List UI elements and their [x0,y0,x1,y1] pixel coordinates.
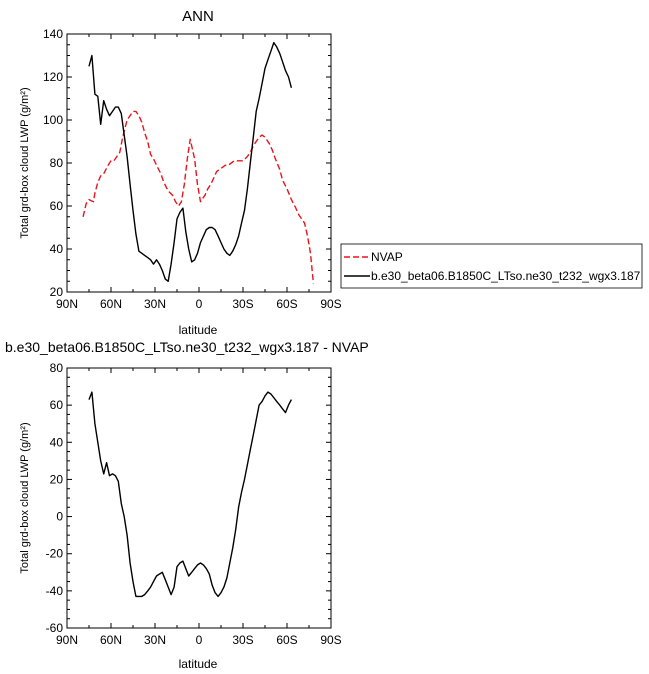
legend-box [340,243,643,289]
x-tick-label-90n: 90N [56,297,78,311]
y-tick-label-60: 60 [50,199,64,213]
bottom-chart-title: b.e30_beta06.B1850C_LTso.ne30_t232_wgx3.… [5,339,369,355]
y-tick-label-0: 0 [56,510,63,524]
y-tick-label-100: 100 [43,113,63,127]
bottom-chart-ticks: 90N 60N 30N 0 30S 60S 90S -60 -40 -20 0 20 40 60 80 [46,361,342,647]
x-tick-label-90s: 90S [320,297,341,311]
x-tick-label-90s: 90S [320,633,341,647]
x-tick-label-60s: 60S [276,633,297,647]
y-tick-label-80: 80 [50,361,64,375]
x-tick-label-60n: 60N [100,297,122,311]
top-chart-series-line-nvap [82,110,315,284]
bottom-chart-series [88,391,293,598]
bottom-chart-series-line-difference [88,391,293,598]
x-tick-label-30s: 30S [232,633,253,647]
top-chart-y-axis-label: Total grd-box cloud LWP (g/m²) [19,87,31,238]
x-tick-label-30n: 30N [144,633,166,647]
y-tick-label-20: 20 [50,285,64,299]
x-tick-label-30s: 30S [232,297,253,311]
x-tick-label-0: 0 [196,297,203,311]
y-tick-label-60: -60 [46,621,64,635]
y-tick-label-20: -20 [46,547,64,561]
top-chart-series [82,41,315,284]
top-chart-plot-frame [66,33,332,293]
x-tick-label-60n: 60N [100,633,122,647]
top-chart-x-axis-label: latitude [179,323,218,337]
x-tick-label-0: 0 [196,633,203,647]
legend-label-model: b.e30_beta06.B1850C_LTso.ne30_t232_wgx3.… [371,269,641,283]
x-tick-label-60s: 60S [276,297,297,311]
y-tick-label-60: 60 [50,398,64,412]
y-tick-label-40: 40 [50,435,64,449]
bottom-chart-y-axis-label: Total grd-box cloud LWP (g/m²) [19,422,31,573]
y-tick-label-140: 140 [43,27,63,41]
bottom-chart-x-axis-label: latitude [179,657,218,671]
y-tick-label-120: 120 [43,70,63,84]
y-tick-label-40: 40 [50,242,64,256]
top-chart-ticks: 90N 60N 30N 0 30S 60S 90S 20 40 60 80 100 120 140 [43,27,342,311]
top-chart: ANN Total grd-box cloud LWP (g/m²) latit… [19,8,643,337]
legend-label-nvap: NVAP [371,250,403,264]
x-tick-label-90n: 90N [56,633,78,647]
top-chart-title: ANN [182,8,214,25]
y-tick-label-40: -40 [46,584,64,598]
legend: NVAP b.e30_beta06.B1850C_LTso.ne30_t232_… [340,243,643,289]
y-tick-label-80: 80 [50,156,64,170]
x-tick-label-30n: 30N [144,297,166,311]
bottom-chart: b.e30_beta06.B1850C_LTso.ne30_t232_wgx3.… [5,339,369,671]
bottom-chart-plot-frame [66,367,332,629]
y-tick-label-20: 20 [50,472,64,486]
top-chart-series-line-b-e30-beta06-b1850c-ltso [88,41,293,282]
